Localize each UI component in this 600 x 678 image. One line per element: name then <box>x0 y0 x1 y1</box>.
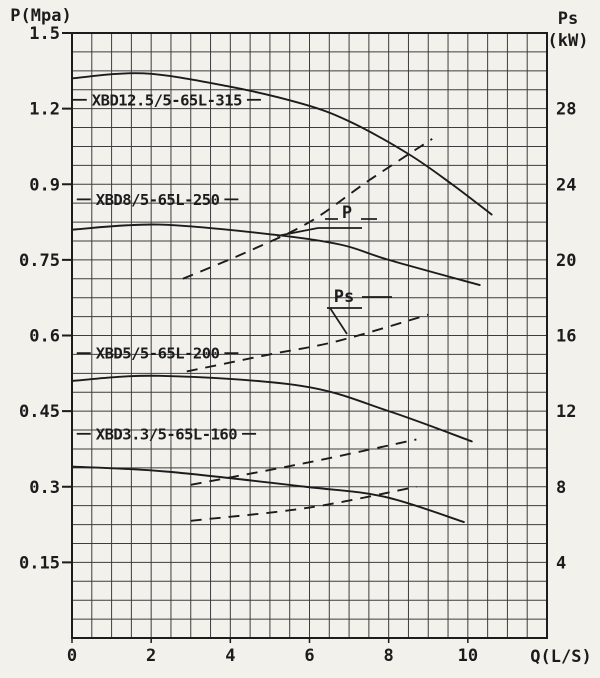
y-right-tick-label: 8 <box>556 478 566 498</box>
y-right-tick-label: 24 <box>556 175 576 195</box>
ps-annotation-pointer-line <box>329 307 348 335</box>
curves-layer <box>71 72 493 523</box>
ps-curve-xbd8-5-65l-250 <box>186 313 429 373</box>
x-axis-title: Q(L/S) <box>530 647 591 667</box>
y-left-tick-label: 0.3 <box>29 478 60 498</box>
ps-curve-xbd3.3-5-65l-160 <box>190 485 417 522</box>
x-tick-label: 8 <box>384 646 394 666</box>
y-left-tick-label: 0.9 <box>29 175 60 195</box>
y-left-tick-label: 0.45 <box>19 402 60 422</box>
y-right-tick-label: 12 <box>556 402 576 422</box>
grid-layer <box>71 32 548 639</box>
y-left-tick-label: 0.6 <box>29 327 60 347</box>
y-right-tick-label: 16 <box>556 327 576 347</box>
y-right-tick-label: 20 <box>556 251 576 271</box>
ps-curve-xbd12.5-5-65l-315 <box>182 138 433 280</box>
y-left-tick-label: 0.15 <box>19 553 60 573</box>
annotations-layer: P Ps <box>276 203 392 335</box>
curve-labels-layer: XBD12.5/5-65L-315 XBD8/5-65L-250 XBD5/5-65… <box>72 91 261 443</box>
x-tick-label: 4 <box>225 646 235 666</box>
curve-label-xbd5-5-65l-200: XBD5/5-65L-200 <box>96 345 220 363</box>
p-curve-xbd12.5-5-65l-315 <box>71 72 493 216</box>
ps-curve-xbd5-5-65l-200 <box>190 438 417 486</box>
ps-annotation-label: Ps <box>334 287 354 307</box>
x-tick-label: 2 <box>146 646 156 666</box>
x-tick-label: 10 <box>458 646 478 666</box>
p-curve-xbd3.3-5-65l-160 <box>71 465 465 523</box>
axis-layer: 1.51.20.90.750.60.450.30.152824201612840… <box>19 24 576 666</box>
curve-label-xbd3.3-5-65l-160: XBD3.3/5-65L-160 <box>96 425 237 443</box>
curve-label-xbd12.5-5-65l-315: XBD12.5/5-65L-315 <box>92 91 242 109</box>
right-axis-title-line2: (kW) <box>548 31 589 51</box>
p-annotation-pointer-line <box>276 227 319 237</box>
y-left-tick-label: 1.5 <box>29 24 60 44</box>
x-tick-label: 0 <box>67 646 77 666</box>
y-right-tick-label: 4 <box>556 553 566 573</box>
y-right-tick-label: 28 <box>556 100 576 120</box>
y-left-tick-label: 1.2 <box>29 100 60 120</box>
right-axis-title-line1: Ps <box>558 9 578 29</box>
curve-label-xbd8-5-65l-250: XBD8/5-65L-250 <box>96 191 220 209</box>
p-annotation-label: P <box>342 203 352 223</box>
x-tick-label: 6 <box>304 646 314 666</box>
p-curve-xbd8-5-65l-250 <box>71 223 481 287</box>
p-curve-xbd5-5-65l-200 <box>71 374 473 443</box>
y-left-tick-label: 0.75 <box>19 251 60 271</box>
left-axis-title: P(Mpa) <box>10 6 71 26</box>
